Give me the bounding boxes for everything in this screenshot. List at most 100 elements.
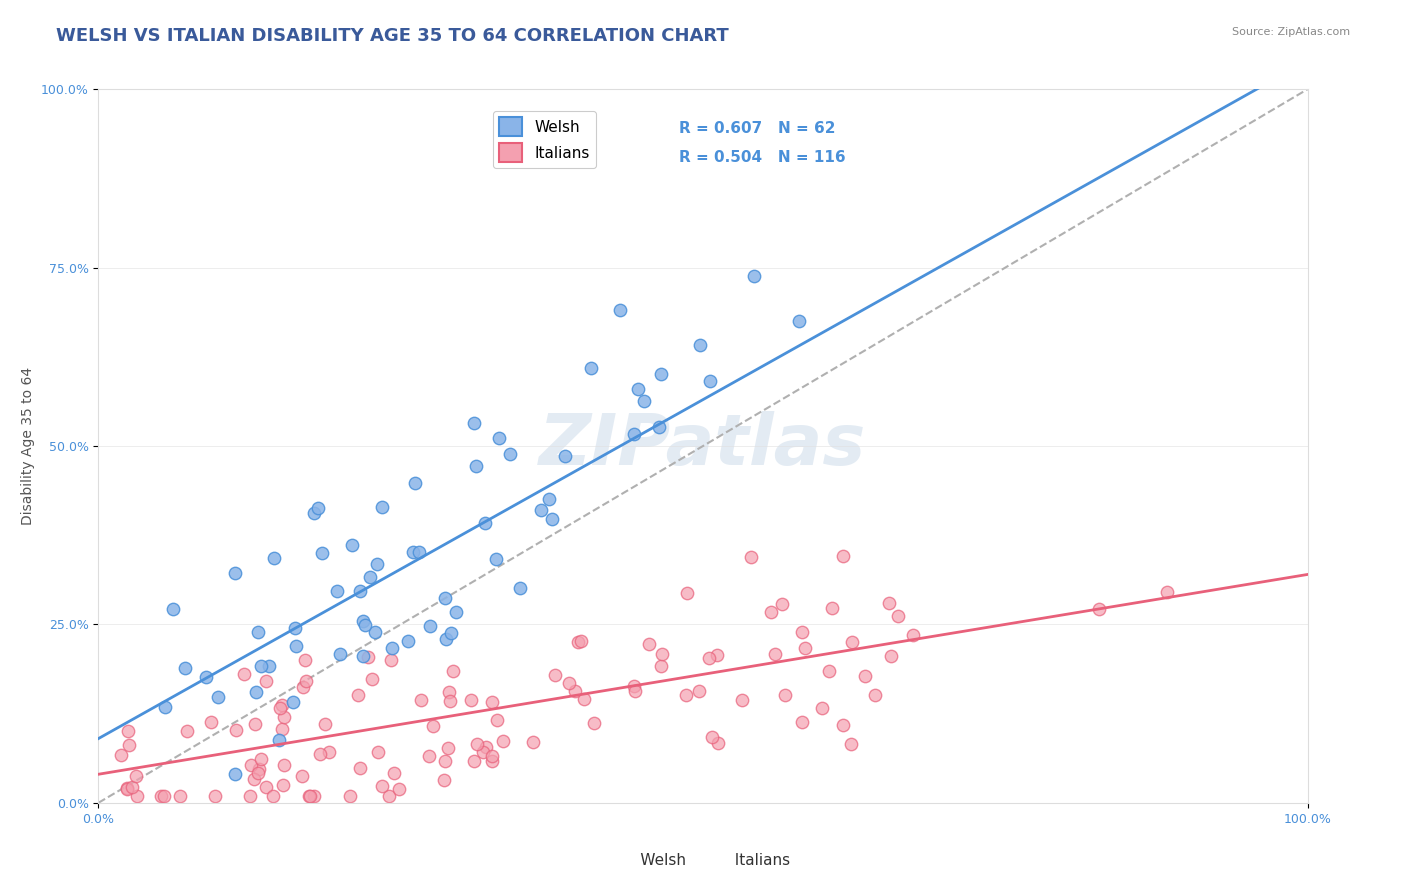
Point	[378, 789, 401, 803]
Point	[117, 781, 139, 796]
Point	[820, 600, 842, 615]
Point	[650, 658, 672, 673]
Point	[488, 431, 510, 445]
Point	[326, 584, 349, 599]
Point	[832, 717, 855, 731]
Point	[352, 614, 374, 628]
Point	[572, 692, 595, 706]
Point	[125, 789, 148, 803]
Point	[832, 549, 855, 563]
Point	[224, 767, 246, 781]
Point	[538, 492, 561, 507]
Point	[295, 673, 318, 688]
Text: R = 0.504   N = 116: R = 0.504 N = 116	[679, 150, 845, 165]
Point	[273, 779, 295, 793]
Point	[366, 558, 388, 572]
Point	[688, 683, 710, 698]
Point	[200, 714, 222, 729]
Point	[465, 737, 488, 751]
Legend: Welsh, Italians: Welsh, Italians	[494, 112, 596, 169]
Point	[811, 701, 834, 715]
Point	[790, 624, 813, 639]
Point	[367, 745, 389, 759]
Point	[169, 789, 191, 803]
Point	[463, 755, 485, 769]
Point	[627, 382, 650, 396]
Point	[439, 694, 461, 708]
Point	[262, 789, 284, 803]
Point	[818, 664, 841, 678]
Point	[853, 669, 876, 683]
Point	[481, 749, 503, 764]
Point	[700, 730, 723, 744]
Point	[675, 688, 697, 702]
Point	[402, 545, 425, 559]
Point	[357, 650, 380, 665]
Point	[564, 683, 586, 698]
Point	[271, 698, 294, 712]
Point	[558, 676, 581, 690]
Point	[522, 734, 544, 748]
Point	[744, 268, 766, 283]
Point	[354, 618, 377, 632]
Point	[492, 733, 515, 747]
Point	[409, 693, 432, 707]
Point	[541, 511, 564, 525]
Point	[273, 710, 295, 724]
Point	[281, 695, 304, 709]
Point	[877, 596, 900, 610]
Point	[360, 673, 382, 687]
Point	[364, 625, 387, 640]
Point	[110, 747, 132, 762]
Point	[434, 754, 457, 768]
Point	[346, 688, 368, 702]
Text: Source: ZipAtlas.com: Source: ZipAtlas.com	[1232, 27, 1350, 37]
Point	[434, 632, 457, 646]
Point	[396, 634, 419, 648]
Point	[247, 762, 270, 776]
Point	[294, 653, 316, 667]
Point	[463, 416, 485, 430]
Point	[381, 641, 404, 656]
Point	[292, 680, 315, 694]
Point	[901, 628, 924, 642]
Point	[149, 789, 172, 803]
Point	[250, 659, 273, 673]
Point	[359, 570, 381, 584]
Point	[706, 736, 728, 750]
Point	[247, 624, 270, 639]
Point	[481, 755, 503, 769]
Point	[651, 647, 673, 661]
Point	[689, 337, 711, 351]
Point	[349, 761, 371, 775]
Point	[267, 732, 290, 747]
Point	[339, 789, 361, 803]
Point	[342, 537, 364, 551]
Point	[314, 717, 336, 731]
Point	[404, 476, 426, 491]
Point	[284, 621, 307, 635]
Point	[699, 374, 721, 388]
Point	[485, 713, 508, 727]
Point	[465, 459, 488, 474]
Point	[440, 626, 463, 640]
Point	[259, 659, 281, 673]
Point	[239, 757, 262, 772]
Point	[174, 661, 197, 675]
Point	[117, 724, 139, 739]
Point	[307, 501, 329, 516]
Point	[763, 647, 786, 661]
Point	[544, 668, 567, 682]
Point	[328, 648, 350, 662]
Point	[302, 506, 325, 520]
Point	[509, 581, 531, 595]
Point	[481, 695, 503, 709]
Point	[311, 546, 333, 560]
Point	[609, 302, 631, 317]
Point	[433, 773, 456, 788]
Point	[371, 779, 394, 793]
Point	[433, 591, 456, 605]
Point	[352, 649, 374, 664]
Point	[153, 700, 176, 714]
Point	[269, 701, 291, 715]
